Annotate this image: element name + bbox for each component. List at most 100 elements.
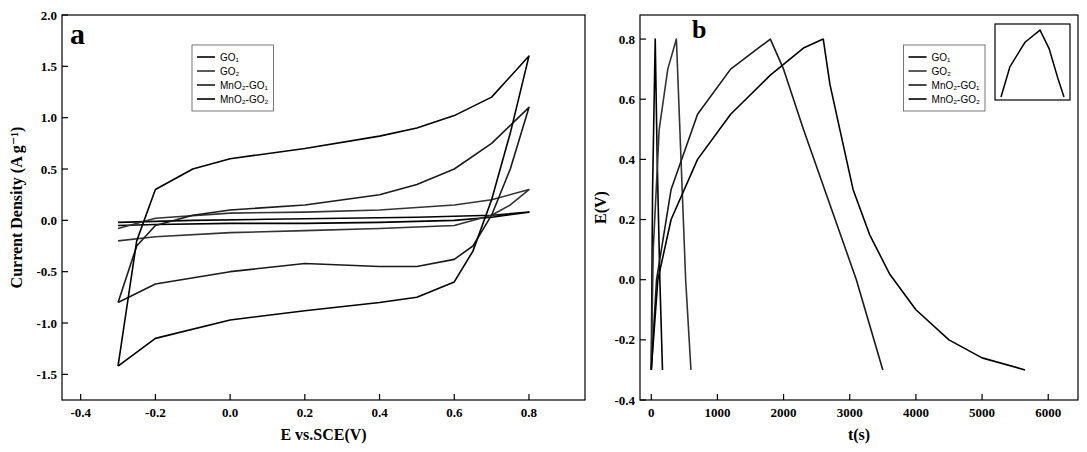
y-tick-label: 0.0 [619, 272, 635, 287]
legend-swatch [197, 56, 215, 58]
x-tick [849, 394, 850, 400]
x-tick [304, 394, 305, 400]
y-tick [62, 14, 68, 15]
x-tick-label: 2000 [771, 405, 797, 420]
x-tick [981, 394, 982, 400]
figure: -0.4 -0.2 0.0 0.2 0.4 0.6 0.8 -1.5 -1.0 -0.5 0.0 0.… [0, 0, 1087, 452]
legend-label: GO₂ [932, 66, 952, 77]
series-line [1001, 30, 1064, 97]
legend-swatch [197, 84, 215, 86]
x-tick-label: 0 [648, 405, 655, 420]
plot-frame [62, 15, 585, 400]
x-tick-label: 0.2 [297, 405, 313, 420]
legend-box [192, 45, 273, 111]
marks [118, 56, 529, 366]
x-tick-label: 6000 [1035, 405, 1061, 420]
legend-label: MnO₂-GO₁ [220, 80, 268, 91]
y-tick [62, 220, 68, 221]
x-tick [717, 394, 718, 400]
y-tick-label: -0.5 [36, 264, 57, 279]
x-tick [454, 394, 455, 400]
series-line [651, 39, 883, 370]
y-tick [640, 159, 646, 160]
plot-frame [995, 24, 1070, 100]
y-tick-label: 1.5 [41, 59, 58, 74]
legend-swatch [197, 98, 215, 100]
series-line [651, 39, 662, 370]
y-tick [62, 168, 68, 169]
x-tick [230, 394, 231, 400]
series-line [118, 107, 529, 302]
y-tick [62, 374, 68, 375]
y-axis-title: E(V) [592, 191, 610, 224]
panel-letter: a [70, 17, 85, 50]
x-tick-label: -0.2 [145, 405, 166, 420]
x-tick-label: -0.4 [70, 405, 91, 420]
legend: GO₁ GO₂ MnO₂-GO₁ MnO₂-GO₂ [192, 45, 273, 111]
y-tick [640, 339, 646, 340]
y-tick [640, 99, 646, 100]
series-line [651, 39, 1025, 370]
x-tick-label: 4000 [903, 405, 929, 420]
x-tick [651, 394, 652, 400]
y-tick [62, 271, 68, 272]
panel: -0.4 -0.2 0.0 0.2 0.4 0.6 0.8 -1.5 -1.0 -0.5 0.0 0.… [8, 8, 586, 445]
x-tick-label: 0.8 [521, 405, 538, 420]
x-tick-label: 0.0 [222, 405, 238, 420]
x-axis-title: t(s) [848, 426, 870, 444]
legend-label: MnO₂-GO₂ [220, 94, 268, 105]
y-tick-label: -1.0 [36, 316, 57, 331]
y-tick-label: 0.5 [41, 162, 58, 177]
legend-swatch [909, 84, 927, 86]
x-tick-label: 5000 [969, 405, 995, 420]
x-tick-label: 1000 [704, 405, 730, 420]
y-tick-label: -0.2 [614, 332, 635, 347]
plot-frame [640, 15, 1078, 400]
marks [651, 39, 1025, 370]
legend-label: GO₁ [220, 52, 240, 63]
x-tick [379, 394, 380, 400]
y-tick-label: 0.8 [619, 32, 636, 47]
y-tick [62, 117, 68, 118]
legend-label: MnO₂-GO₂ [932, 94, 980, 105]
y-tick-label: 2.0 [41, 8, 57, 23]
x-tick-label: 0.6 [446, 405, 463, 420]
y-tick [640, 279, 646, 280]
x-axis-title: E vs.SCE(V) [280, 426, 366, 444]
legend-swatch [909, 98, 927, 100]
x-tick-label: 0.4 [371, 405, 388, 420]
legend-label: MnO₂-GO₁ [932, 80, 980, 91]
y-tick [640, 399, 646, 400]
x-tick [1048, 394, 1049, 400]
y-tick-label: 1.0 [41, 110, 57, 125]
y-axis-title: Current Density (A g⁻¹) [8, 127, 26, 289]
panel [995, 24, 1070, 100]
legend-box [904, 45, 985, 111]
panel-letter: b [692, 15, 706, 44]
x-tick [528, 394, 529, 400]
legend-swatch [197, 70, 215, 72]
x-tick [155, 394, 156, 400]
x-tick [783, 394, 784, 400]
series-line [651, 39, 691, 370]
legend-label: GO₂ [220, 66, 240, 77]
x-tick-label: 3000 [837, 405, 863, 420]
y-tick [62, 322, 68, 323]
y-tick-label: 0.0 [41, 213, 57, 228]
y-tick-label: 0.2 [619, 212, 635, 227]
series-line [118, 56, 529, 366]
series-line [118, 190, 529, 241]
y-tick-label: 0.6 [619, 92, 636, 107]
y-tick-label: -0.4 [614, 393, 635, 408]
y-tick-label: -1.5 [36, 367, 57, 382]
y-tick [62, 66, 68, 67]
x-tick [80, 394, 81, 400]
legend: GO₁ GO₂ MnO₂-GO₁ MnO₂-GO₂ [904, 45, 985, 111]
legend-swatch [909, 70, 927, 72]
marks [1001, 30, 1064, 97]
x-tick [915, 394, 916, 400]
y-tick [640, 38, 646, 39]
legend-label: GO₁ [932, 52, 952, 63]
panel: 0 1000 2000 3000 4000 5000 6000 -0.4 -0.2 0.0 0.2 0… [592, 15, 1079, 444]
y-tick [640, 219, 646, 220]
